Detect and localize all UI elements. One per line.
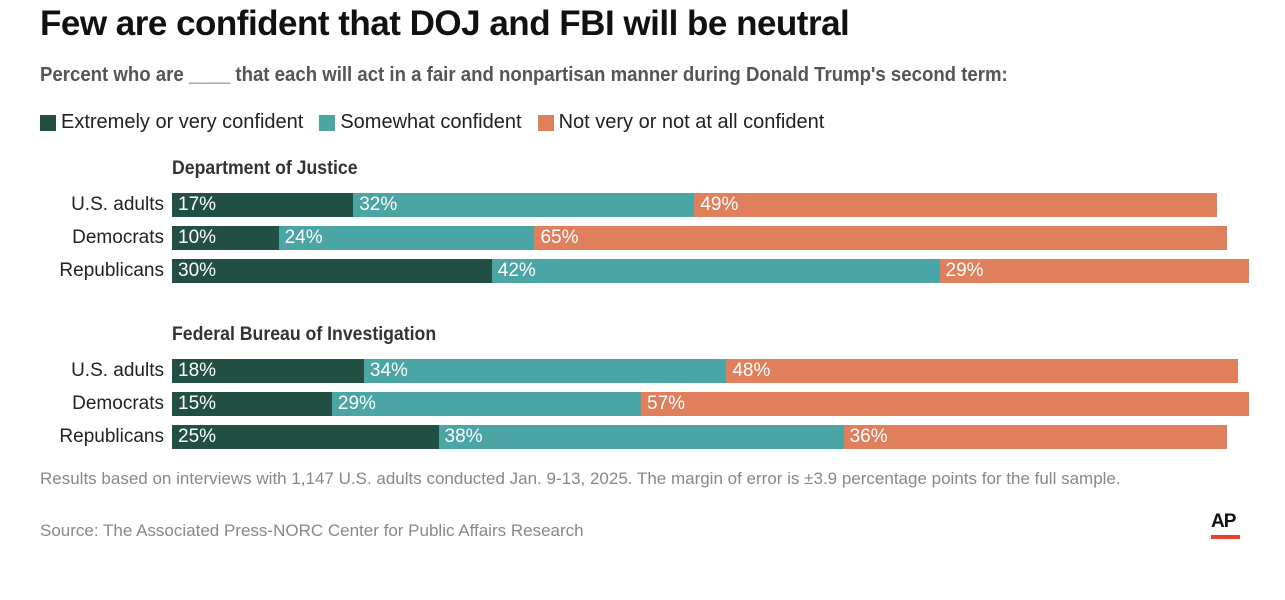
- bar-segment: 24%: [278, 226, 535, 250]
- bar-segment: 15%: [172, 392, 332, 416]
- row-label: Republicans: [59, 426, 164, 447]
- legend-label: Somewhat confident: [340, 111, 522, 133]
- bar-segment: 29%: [331, 392, 642, 416]
- row-label: Democrats: [72, 227, 164, 248]
- ap-logo: AP: [1211, 511, 1236, 532]
- bar-segment: 25%: [172, 425, 439, 449]
- bar-segment: 42%: [491, 259, 940, 283]
- source: Source: The Associated Press-NORC Center…: [40, 521, 584, 540]
- chart-title: Few are confident that DOJ and FBI will …: [40, 4, 850, 43]
- bar-segment: 29%: [939, 259, 1249, 283]
- legend-swatch: [537, 114, 554, 131]
- legend-label: Not very or not at all confident: [558, 111, 825, 133]
- bar-segment: 65%: [534, 226, 1228, 250]
- legend-swatch: [319, 114, 336, 131]
- group-title: Federal Bureau of Investigation: [172, 324, 437, 345]
- chart-subtitle: Percent who are ____ that each will act …: [40, 64, 1008, 86]
- row-label: Democrats: [72, 393, 164, 414]
- bar-segment: 17%: [172, 193, 354, 217]
- legend-item-very: Extremely or very confident: [40, 111, 303, 134]
- footnote: Results based on interviews with 1,147 U…: [40, 469, 1121, 488]
- bar-segment: 10%: [172, 226, 279, 250]
- group-title: Department of Justice: [172, 158, 358, 179]
- bar-segment: 49%: [694, 193, 1217, 217]
- bar-segment: 30%: [172, 259, 492, 283]
- row-label: Republicans: [59, 260, 164, 281]
- row-label: U.S. adults: [71, 194, 164, 215]
- bar-segment: 38%: [438, 425, 844, 449]
- bar-segment: 34%: [363, 359, 727, 383]
- bar-segment: 57%: [641, 392, 1249, 416]
- legend-label: Extremely or very confident: [61, 111, 304, 133]
- bar-segment: 18%: [172, 359, 364, 383]
- ap-logo-underline: [1211, 535, 1240, 539]
- legend: Extremely or very confident Somewhat con…: [40, 111, 824, 134]
- legend-item-not: Not very or not at all confident: [537, 111, 825, 134]
- bar-segment: 32%: [353, 193, 695, 217]
- legend-item-somewhat: Somewhat confident: [319, 111, 522, 134]
- bar-segment: 48%: [726, 359, 1238, 383]
- row-label: U.S. adults: [71, 360, 164, 381]
- legend-swatch: [40, 114, 56, 131]
- bar-segment: 36%: [843, 425, 1228, 449]
